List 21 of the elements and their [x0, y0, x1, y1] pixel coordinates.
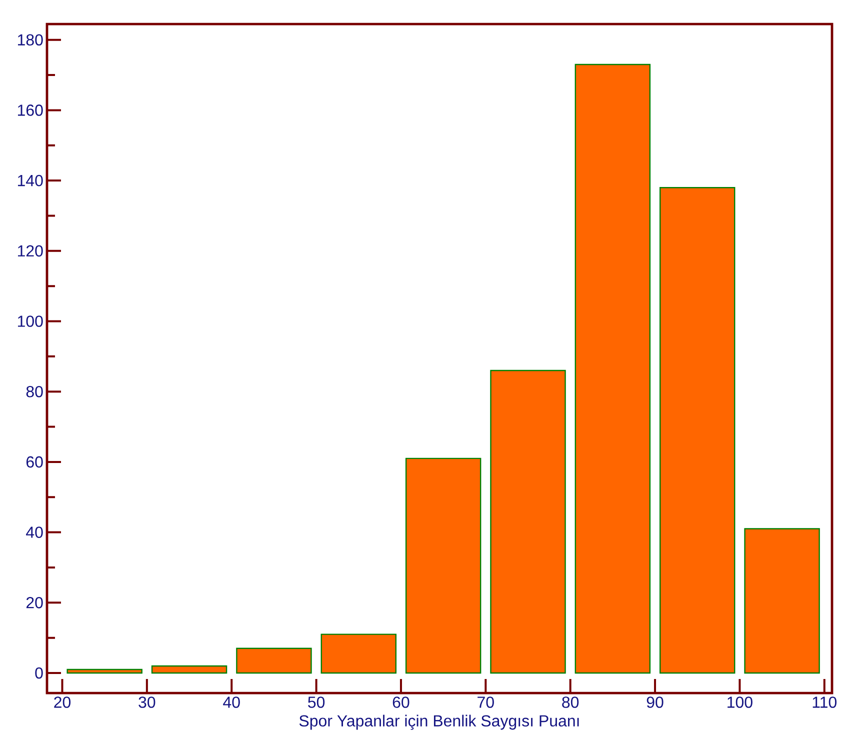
- x-tick-label: 110: [812, 696, 837, 708]
- y-tick-label: 180: [18, 34, 43, 46]
- x-axis-title: Spor Yapanlar için Benlik Saygısı Puanı: [299, 714, 579, 730]
- x-tick-label: 80: [562, 696, 579, 708]
- x-tick-label: 20: [54, 696, 71, 708]
- y-tick-label: 160: [18, 104, 43, 116]
- x-tick-label: 60: [392, 696, 410, 708]
- y-tick-label: 140: [18, 174, 43, 186]
- x-tick-label: 100: [728, 696, 752, 708]
- x-tick-label: 90: [646, 696, 664, 708]
- y-tick-label: 100: [18, 316, 43, 327]
- y-tick-label: 120: [18, 245, 43, 257]
- y-tick-label: 40: [26, 526, 43, 538]
- y-tick-label: 60: [26, 456, 43, 468]
- y-tick-label: 80: [26, 386, 43, 398]
- y-tick-label: 20: [26, 596, 43, 608]
- x-tick-label: 50: [308, 696, 325, 708]
- x-tick-label: 70: [478, 696, 494, 708]
- y-tick-label: 0: [35, 667, 43, 679]
- x-tick-label: 30: [138, 696, 156, 708]
- x-tick-label: 40: [223, 696, 240, 708]
